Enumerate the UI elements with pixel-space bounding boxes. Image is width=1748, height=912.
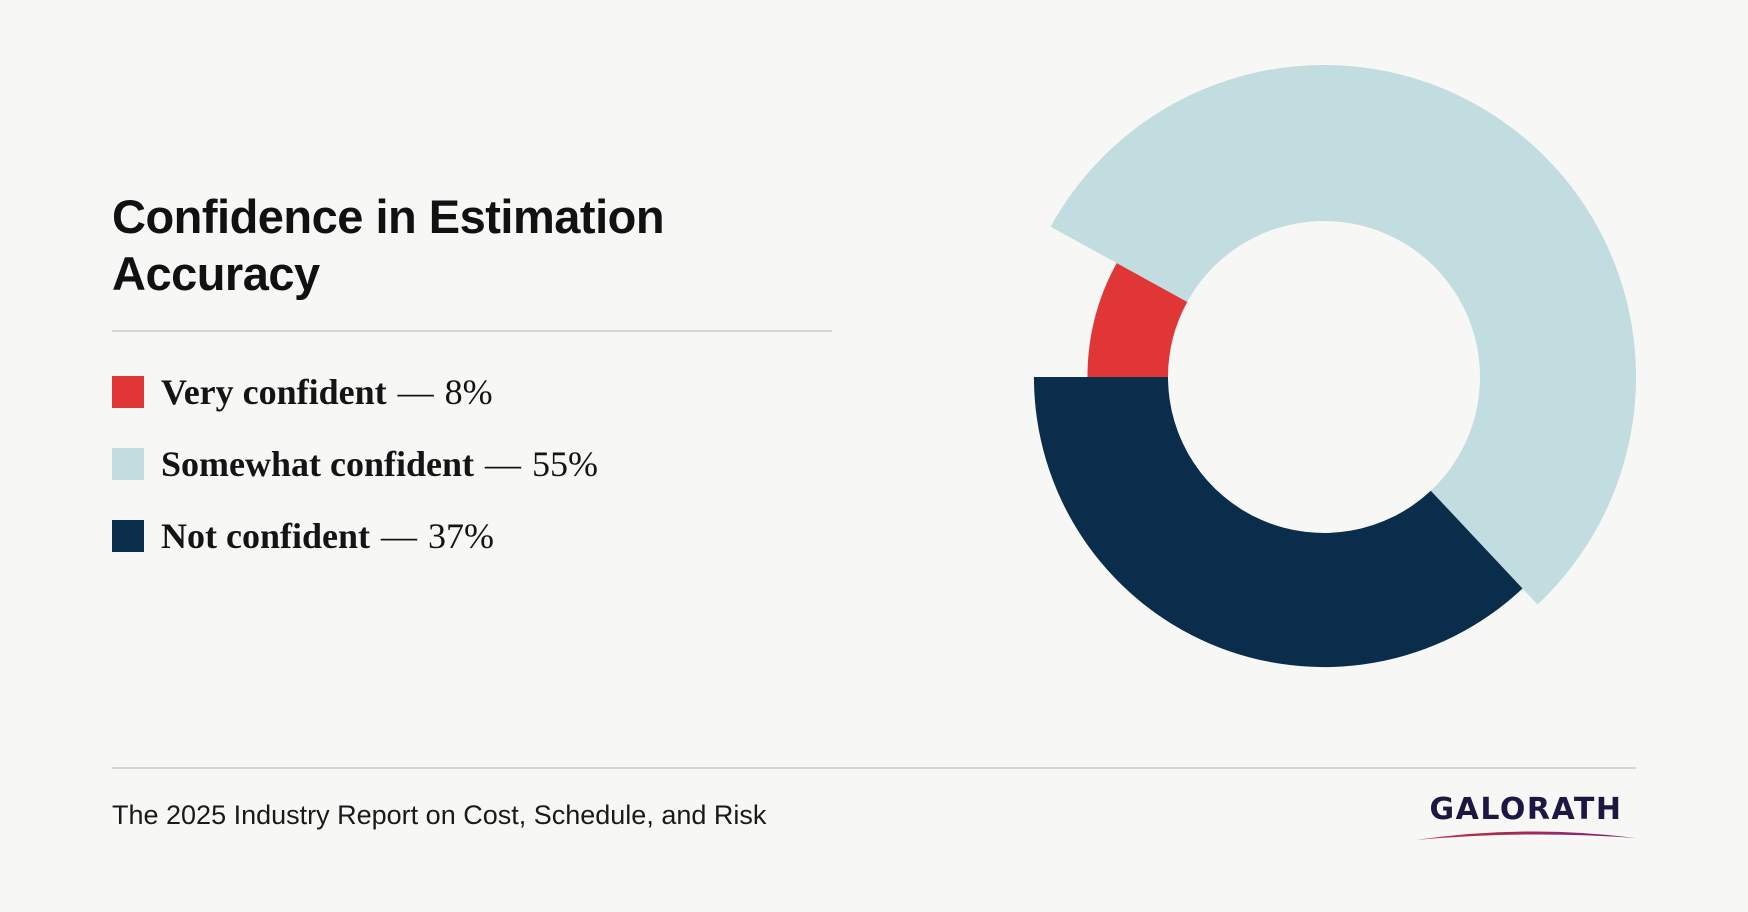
legend-value: 37% [428,516,494,556]
galorath-logo: GALORATH [1414,792,1638,842]
legend-item-somewhat-confident: Somewhat confident — 55% [112,444,598,484]
footer-divider [112,767,1636,769]
title-divider [112,330,832,332]
legend-label: Very confident [161,372,387,412]
legend-swatch-somewhat-confident [112,448,144,480]
logo-wordmark: GALORATH [1429,792,1623,827]
donut-slice-very-confident [1087,263,1188,377]
legend-label: Somewhat confident [161,444,474,484]
legend-separator: — [485,444,521,484]
legend-value: 8% [444,372,493,412]
legend-separator: — [381,516,417,556]
footer-source: The 2025 Industry Report on Cost, Schedu… [112,800,767,830]
chart-title: Confidence in Estimation Accuracy [112,190,665,300]
legend-swatch-very-confident [112,376,144,408]
legend-swatch-not-confident [112,520,144,552]
donut-slice-not-confident [1033,377,1523,668]
legend-value: 55% [532,444,598,484]
donut-slice-somewhat-confident [1050,64,1637,605]
legend-separator: — [397,372,434,412]
legend-label: Not confident [161,516,370,556]
logo-swoosh-icon [1416,831,1636,840]
legend-item-very-confident: Very confident — 8% [112,372,493,412]
legend-item-not-confident: Not confident — 37% [112,516,494,556]
